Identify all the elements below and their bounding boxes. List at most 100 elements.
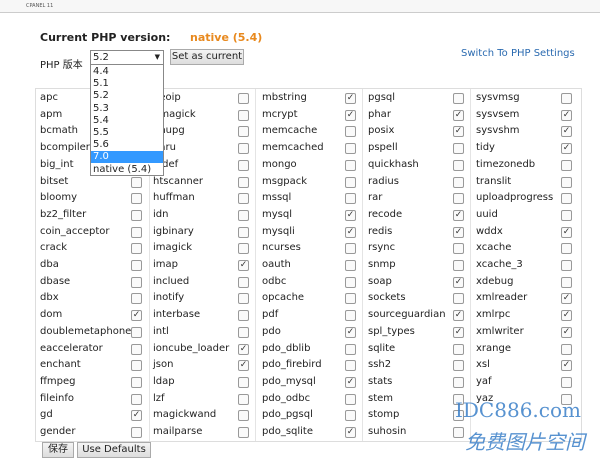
checkbox[interactable] bbox=[345, 410, 356, 422]
checkbox[interactable] bbox=[453, 159, 464, 171]
checkbox[interactable] bbox=[238, 376, 249, 388]
checkbox[interactable] bbox=[131, 427, 142, 438]
checkbox[interactable]: ✓ bbox=[345, 427, 356, 438]
checkbox[interactable]: ✓ bbox=[561, 293, 572, 305]
checkbox[interactable]: ✓ bbox=[453, 326, 464, 338]
checkbox[interactable] bbox=[131, 193, 142, 205]
dropdown-option[interactable]: 5.2 bbox=[93, 90, 109, 102]
checkbox[interactable]: ✓ bbox=[453, 276, 464, 288]
checkbox[interactable]: ✓ bbox=[561, 109, 572, 121]
checkbox[interactable] bbox=[561, 176, 572, 188]
save-button[interactable]: 保存 bbox=[42, 442, 74, 458]
checkbox[interactable] bbox=[131, 209, 142, 221]
checkbox[interactable] bbox=[238, 326, 249, 338]
checkbox[interactable] bbox=[238, 226, 249, 238]
checkbox[interactable] bbox=[453, 93, 464, 104]
checkbox[interactable] bbox=[453, 143, 464, 155]
checkbox[interactable] bbox=[453, 427, 464, 438]
dropdown-option[interactable]: 5.6 bbox=[93, 139, 109, 151]
checkbox[interactable] bbox=[345, 260, 356, 271]
checkbox[interactable] bbox=[238, 293, 249, 305]
checkbox[interactable] bbox=[131, 226, 142, 238]
checkbox[interactable]: ✓ bbox=[453, 310, 464, 322]
checkbox[interactable] bbox=[345, 243, 356, 255]
checkbox[interactable]: ✓ bbox=[238, 260, 249, 271]
checkbox[interactable] bbox=[238, 410, 249, 422]
checkbox[interactable] bbox=[561, 243, 572, 255]
checkbox[interactable] bbox=[131, 176, 142, 188]
checkbox[interactable]: ✓ bbox=[453, 126, 464, 138]
checkbox[interactable] bbox=[238, 393, 249, 405]
dropdown-option[interactable]: native (5.4) bbox=[93, 163, 152, 175]
checkbox[interactable] bbox=[238, 427, 249, 438]
checkbox[interactable] bbox=[238, 159, 249, 171]
checkbox[interactable] bbox=[453, 410, 464, 422]
checkbox[interactable] bbox=[238, 243, 249, 255]
checkbox[interactable] bbox=[561, 260, 572, 271]
checkbox[interactable] bbox=[131, 376, 142, 388]
checkbox[interactable] bbox=[131, 360, 142, 372]
checkbox[interactable] bbox=[453, 243, 464, 255]
checkbox[interactable] bbox=[345, 310, 356, 322]
checkbox[interactable]: ✓ bbox=[561, 326, 572, 338]
checkbox[interactable] bbox=[345, 360, 356, 372]
checkbox[interactable]: ✓ bbox=[453, 226, 464, 238]
checkbox[interactable] bbox=[131, 343, 142, 355]
dropdown-option[interactable]: 4.4 bbox=[93, 66, 109, 77]
checkbox[interactable] bbox=[131, 260, 142, 271]
checkbox[interactable] bbox=[345, 159, 356, 171]
checkbox[interactable] bbox=[238, 193, 249, 205]
switch-link[interactable]: Switch To PHP Settings bbox=[461, 48, 575, 59]
dropdown-option[interactable]: 5.4 bbox=[93, 114, 109, 126]
checkbox[interactable]: ✓ bbox=[453, 109, 464, 121]
checkbox[interactable] bbox=[453, 360, 464, 372]
checkbox[interactable]: ✓ bbox=[561, 126, 572, 138]
dropdown-option[interactable]: 5.3 bbox=[93, 102, 109, 114]
checkbox[interactable] bbox=[345, 143, 356, 155]
checkbox[interactable] bbox=[561, 343, 572, 355]
checkbox[interactable]: ✓ bbox=[345, 209, 356, 221]
checkbox[interactable] bbox=[238, 143, 249, 155]
checkbox[interactable] bbox=[131, 293, 142, 305]
checkbox[interactable] bbox=[238, 176, 249, 188]
checkbox[interactable] bbox=[453, 293, 464, 305]
checkbox[interactable] bbox=[238, 93, 249, 104]
dropdown-option[interactable]: 5.1 bbox=[93, 78, 109, 90]
dropdown-option[interactable]: 7.0 bbox=[91, 151, 163, 164]
checkbox[interactable]: ✓ bbox=[345, 93, 356, 104]
checkbox[interactable]: ✓ bbox=[131, 410, 142, 422]
set-button[interactable]: Set as current bbox=[170, 49, 244, 65]
checkbox[interactable] bbox=[453, 176, 464, 188]
version-select[interactable]: 5.2 ▼ bbox=[90, 50, 164, 65]
checkbox[interactable] bbox=[131, 326, 142, 338]
checkbox[interactable]: ✓ bbox=[561, 360, 572, 372]
checkbox[interactable] bbox=[131, 243, 142, 255]
checkbox[interactable] bbox=[345, 193, 356, 205]
checkbox[interactable]: ✓ bbox=[345, 226, 356, 238]
checkbox[interactable] bbox=[345, 343, 356, 355]
checkbox[interactable] bbox=[345, 126, 356, 138]
checkbox[interactable] bbox=[238, 276, 249, 288]
checkbox[interactable] bbox=[561, 209, 572, 221]
checkbox[interactable] bbox=[561, 159, 572, 171]
checkbox[interactable] bbox=[238, 209, 249, 221]
checkbox[interactable] bbox=[345, 276, 356, 288]
defaults-button[interactable]: Use Defaults bbox=[77, 442, 151, 458]
checkbox[interactable] bbox=[238, 109, 249, 121]
checkbox[interactable] bbox=[345, 176, 356, 188]
checkbox[interactable]: ✓ bbox=[131, 310, 142, 322]
checkbox[interactable] bbox=[238, 126, 249, 138]
checkbox[interactable] bbox=[131, 393, 142, 405]
checkbox[interactable]: ✓ bbox=[453, 209, 464, 221]
checkbox[interactable]: ✓ bbox=[561, 310, 572, 322]
checkbox[interactable] bbox=[453, 260, 464, 271]
checkbox[interactable]: ✓ bbox=[345, 326, 356, 338]
checkbox[interactable] bbox=[238, 310, 249, 322]
checkbox[interactable] bbox=[561, 93, 572, 104]
checkbox[interactable] bbox=[561, 393, 572, 405]
checkbox[interactable]: ✓ bbox=[345, 109, 356, 121]
checkbox[interactable]: ✓ bbox=[238, 360, 249, 372]
checkbox[interactable] bbox=[561, 276, 572, 288]
checkbox[interactable]: ✓ bbox=[561, 226, 572, 238]
checkbox[interactable] bbox=[453, 343, 464, 355]
